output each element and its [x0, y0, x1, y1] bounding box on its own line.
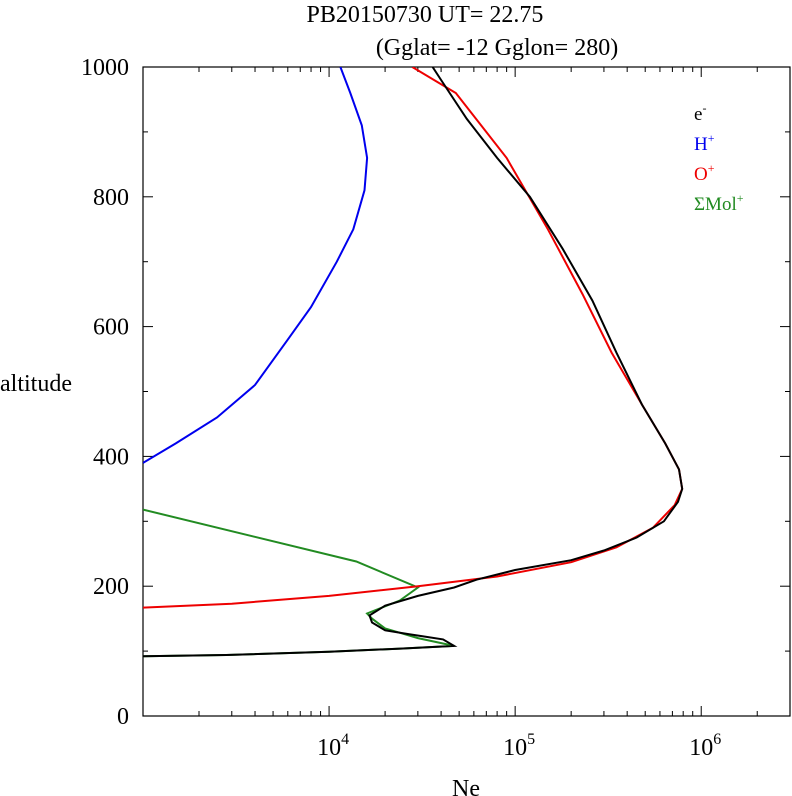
- y-tick-label: 400: [93, 444, 129, 470]
- series-line-0: [143, 67, 684, 658]
- series-line-2: [143, 67, 684, 609]
- series-line-1: [143, 67, 369, 464]
- y-tick-label: 0: [117, 704, 129, 730]
- x-tick-label: 105: [503, 731, 535, 761]
- legend-entry: O+: [694, 161, 715, 185]
- plot-frame: [142, 66, 791, 717]
- y-tick-label: 600: [93, 315, 129, 341]
- legend-entry: ΣMol+: [694, 191, 744, 215]
- series-layer: [143, 67, 684, 658]
- y-tick-label: 1000: [81, 55, 129, 81]
- y-tick-label: 800: [93, 185, 129, 211]
- x-axis-label: Ne: [452, 776, 480, 796]
- y-tick-labels: 0 200 400 600 800 1000: [81, 55, 129, 730]
- y-axis-label: altitude: [0, 371, 72, 397]
- axis-ticks: [142, 66, 791, 717]
- legend-entry: e-: [694, 101, 706, 125]
- x-tick-label: 104: [317, 731, 349, 761]
- chart-title: PB20150730 UT= 22.75: [307, 2, 544, 28]
- x-tick-labels: 104 105 106: [317, 731, 721, 761]
- legend: e- H+ O+ ΣMol+: [694, 101, 744, 215]
- chart-subtitle: (Gglat= -12 Gglon= 280): [376, 35, 618, 61]
- legend-entry: H+: [694, 131, 715, 155]
- y-tick-label: 200: [93, 574, 129, 600]
- x-tick-label: 106: [689, 731, 721, 761]
